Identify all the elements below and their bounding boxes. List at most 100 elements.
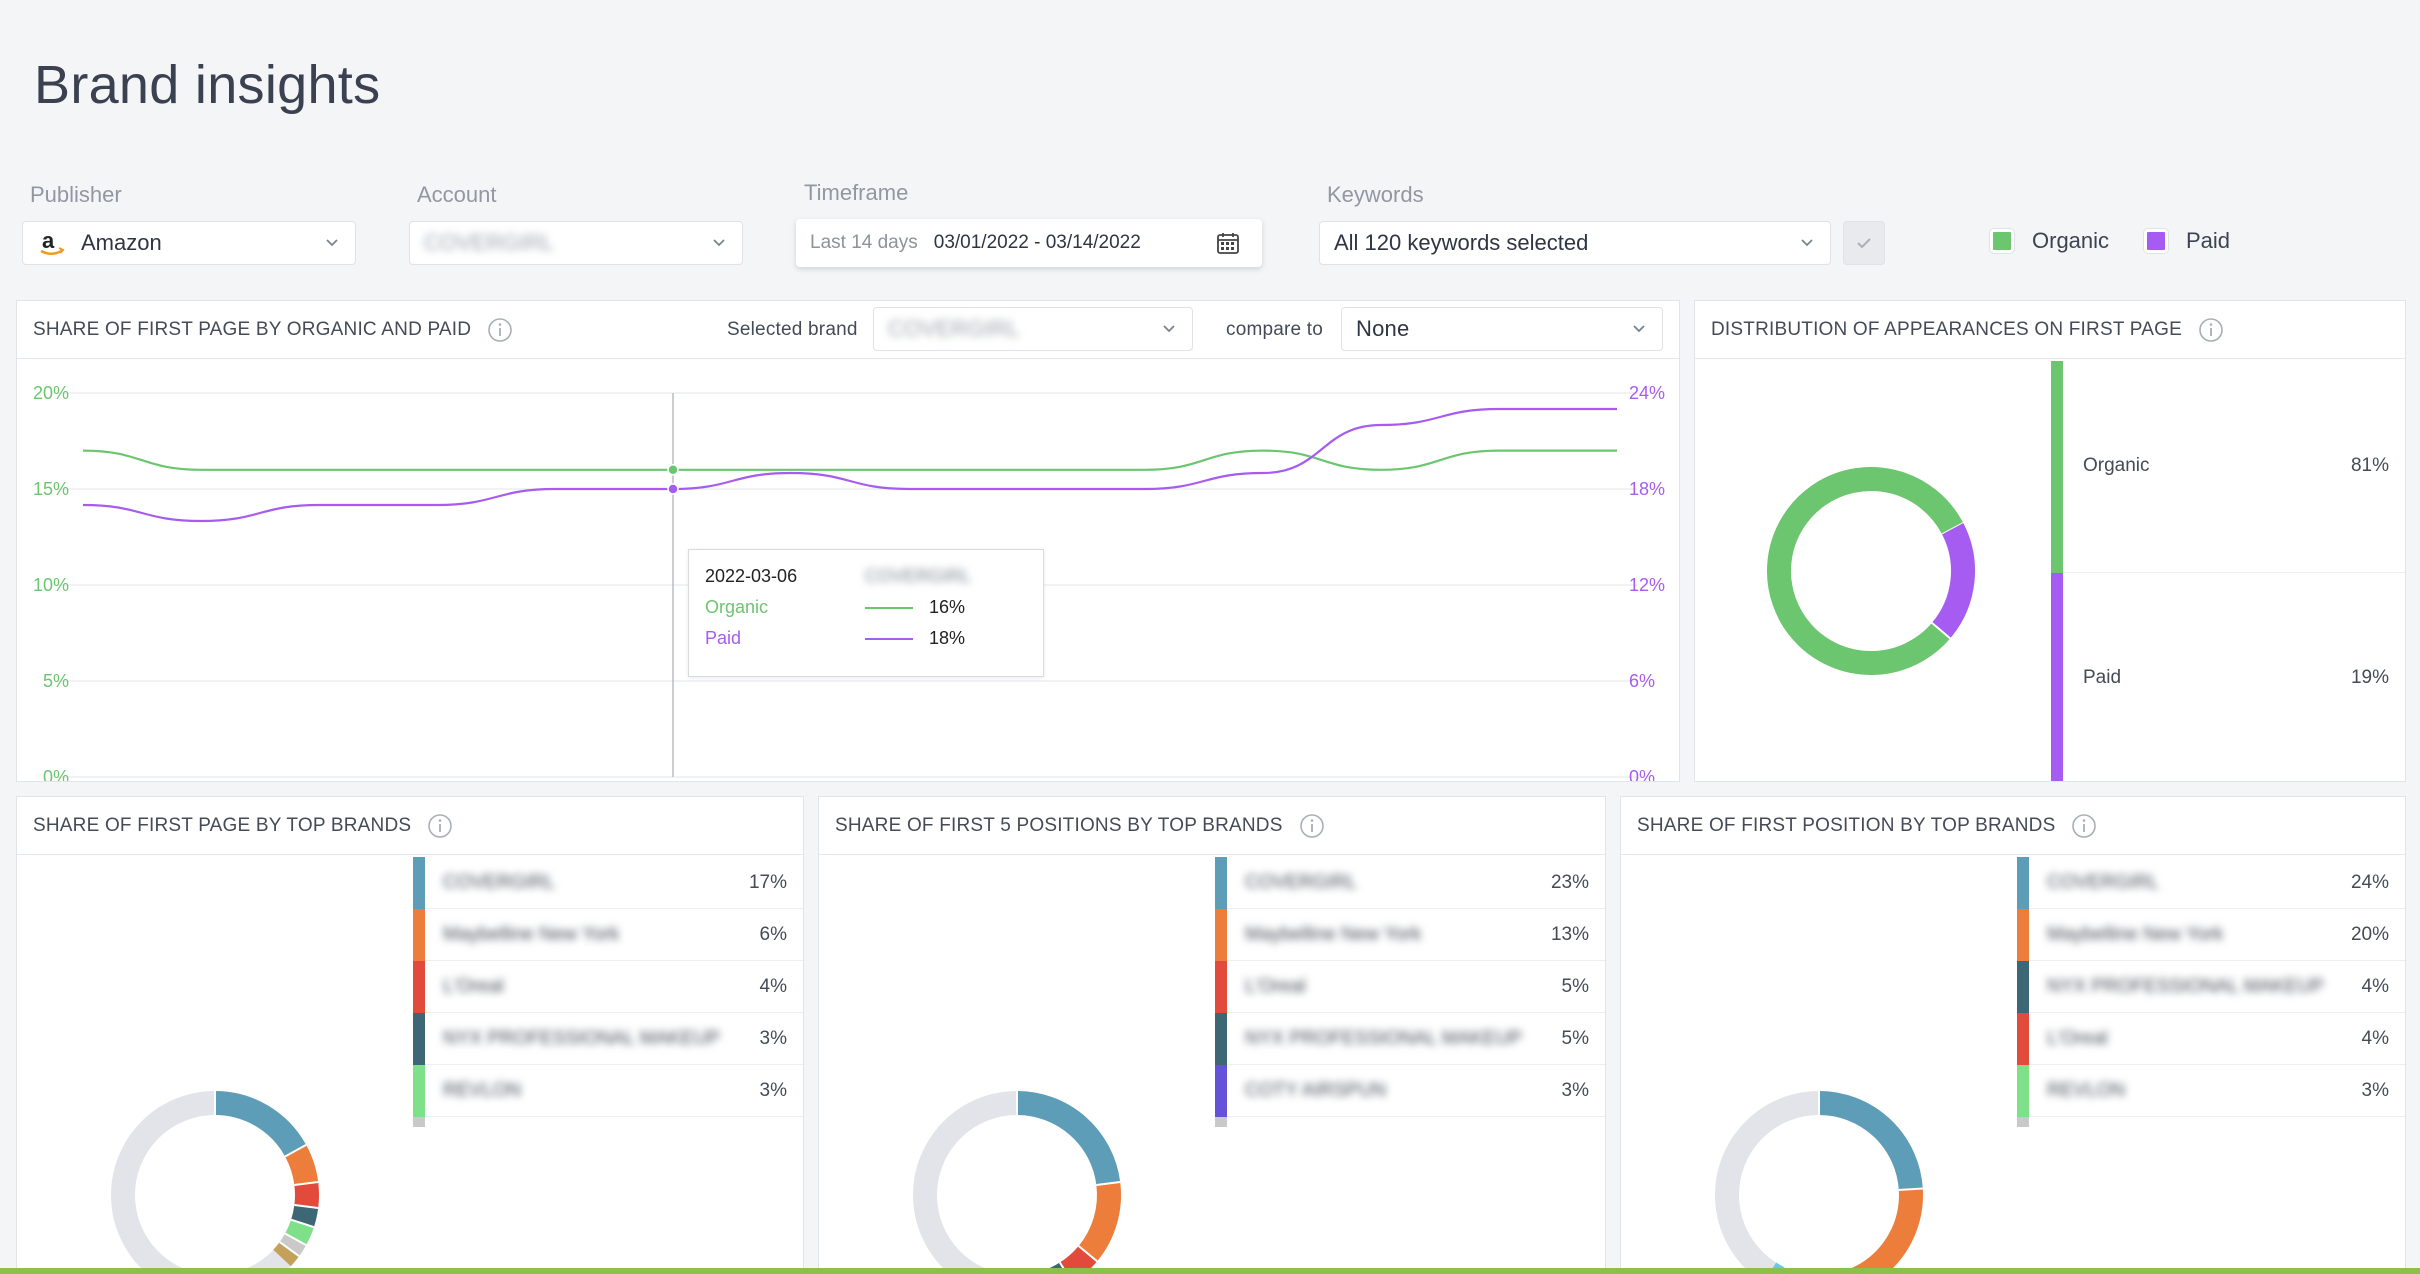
- compare-value: None: [1356, 316, 1410, 341]
- legend-organic-toggle[interactable]: Organic: [1990, 228, 2109, 254]
- brand-list: COVERGIRL 17% Maybelline New York 6% L'Oreal…: [413, 857, 803, 1274]
- donut-separator: [1931, 622, 1951, 640]
- brand-share-value: 5%: [1561, 1028, 1589, 1049]
- list-item[interactable]: COTY AIRSPUN 3%: [1215, 1065, 1605, 1117]
- brand-name: COVERGIRL: [1245, 872, 1357, 893]
- list-item[interactable]: COVERGIRL 23%: [1215, 857, 1605, 909]
- brand-name: L'Oreal: [1245, 976, 1306, 997]
- list-item[interactable]: Maybelline New York 6%: [413, 909, 803, 961]
- right-axis-tick: 0%: [1629, 767, 1655, 781]
- distribution-donut[interactable]: [1695, 361, 2055, 781]
- page-title: Brand insights: [34, 55, 381, 115]
- panel-header: SHARE OF FIRST PAGE BY ORGANIC AND PAID …: [17, 301, 1679, 359]
- donut-separator: [290, 1218, 315, 1229]
- left-axis-tick: 15%: [33, 479, 69, 499]
- brand-color-bar: [1215, 961, 1227, 1013]
- first-position-brands-panel: SHARE OF FIRST POSITION BY TOP BRANDS CO…: [1620, 796, 2406, 1274]
- brand-color-bar: [413, 857, 425, 909]
- donut-segment: [291, 1204, 319, 1228]
- list-item[interactable]: COVERGIRL 17%: [413, 857, 803, 909]
- chevron-down-icon: [326, 239, 338, 247]
- row-value: 81%: [2350, 455, 2389, 476]
- series-line-paid: [82, 407, 1617, 523]
- apply-keywords-button[interactable]: [1843, 221, 1885, 265]
- right-axis-tick: 18%: [1629, 479, 1665, 499]
- panel-header: SHARE OF FIRST PAGE BY TOP BRANDS: [17, 797, 803, 855]
- right-axis-tick: 24%: [1629, 383, 1665, 403]
- paid-swatch: [2144, 229, 2168, 253]
- brand-color-bar: [413, 1013, 425, 1065]
- donut-segment: [1767, 467, 1963, 675]
- list-item[interactable]: Maybelline New York 13%: [1215, 909, 1605, 961]
- chart-tooltip: 2022-03-06 COVERGIRL Organic 16% Paid 18…: [688, 549, 1044, 677]
- calendar-icon[interactable]: [1216, 231, 1240, 255]
- donut-segment: [1016, 1091, 1121, 1186]
- brand-donut[interactable]: [17, 857, 413, 1274]
- chevron-down-icon: [1633, 325, 1645, 333]
- tooltip-organic-line: [865, 607, 913, 609]
- brand-name: L'Oreal: [443, 976, 504, 997]
- brand-name: COVERGIRL: [443, 872, 555, 893]
- right-axis-tick: 12%: [1629, 575, 1665, 595]
- info-icon[interactable]: [2071, 813, 2097, 839]
- brand-color-bar: [413, 909, 425, 961]
- list-item[interactable]: COVERGIRL 24%: [2017, 857, 2405, 909]
- publisher-select[interactable]: a Amazon: [22, 221, 356, 265]
- account-label: Account: [417, 182, 497, 207]
- list-item[interactable]: NYX PROFESSIONAL MAKEUP 3%: [413, 1013, 803, 1065]
- donut-separator: [294, 1180, 319, 1186]
- info-icon[interactable]: [1299, 813, 1325, 839]
- brand-share-value: 24%: [2350, 872, 2389, 893]
- brand-donut[interactable]: [819, 857, 1215, 1274]
- brand-share-value: 3%: [2361, 1080, 2389, 1101]
- list-item[interactable]: L'Oreal 4%: [413, 961, 803, 1013]
- tooltip-organic-value: 16%: [929, 597, 966, 617]
- brand-share-value: 3%: [1561, 1080, 1589, 1101]
- brand-color-bar: [2017, 909, 2029, 961]
- tooltip-paid-value: 18%: [929, 628, 966, 648]
- selected-brand-select[interactable]: COVERGIRL: [873, 307, 1193, 351]
- brand-share-value: 6%: [759, 924, 787, 945]
- list-item[interactable]: L'Oreal 5%: [1215, 961, 1605, 1013]
- brand-color-bar: [2017, 857, 2029, 909]
- brand-list: COVERGIRL 23% Maybelline New York 13% L'Orea…: [1215, 857, 1605, 1274]
- brand-name: NYX PROFESSIONAL MAKEUP: [1245, 1028, 1522, 1049]
- brand-color-bar: [413, 961, 425, 1013]
- organic-bar: [2051, 361, 2063, 573]
- donut-segment: [1818, 1091, 1923, 1191]
- organic-swatch: [1990, 229, 2014, 253]
- donut-separator: [1096, 1180, 1121, 1186]
- brand-share-value: 4%: [2361, 1028, 2389, 1049]
- list-item[interactable]: L'Oreal 4%: [2017, 1013, 2405, 1065]
- brand-share-value: 3%: [759, 1028, 787, 1049]
- list-item[interactable]: REVLON 3%: [413, 1065, 803, 1117]
- info-icon[interactable]: [2198, 317, 2224, 343]
- brand-donut[interactable]: [1621, 857, 2017, 1274]
- legend-paid-toggle[interactable]: Paid: [2144, 228, 2230, 254]
- compare-select[interactable]: None: [1341, 307, 1663, 351]
- tooltip-date: 2022-03-06: [705, 566, 798, 586]
- donut-segment: [273, 1241, 300, 1267]
- brand-share-value: 4%: [2361, 976, 2389, 997]
- series-point-organic: [667, 464, 679, 476]
- tooltip-paid-label: Paid: [705, 628, 742, 648]
- brand-list: COVERGIRL 24% Maybelline New York 20% NYX PR…: [2017, 857, 2405, 1274]
- panel-header: SHARE OF FIRST 5 POSITIONS BY TOP BRANDS: [819, 797, 1605, 855]
- info-icon[interactable]: [427, 813, 453, 839]
- list-item[interactable]: Paid 19%: [2051, 573, 2405, 781]
- account-select[interactable]: COVERGIRL: [409, 221, 743, 265]
- list-item[interactable]: NYX PROFESSIONAL MAKEUP 5%: [1215, 1013, 1605, 1065]
- row-value: 19%: [2350, 667, 2389, 688]
- left-axis-tick: 10%: [33, 575, 69, 595]
- donut-separator: [1078, 1245, 1098, 1263]
- list-item[interactable]: Organic 81%: [2051, 361, 2405, 573]
- donut-separator: [1898, 1187, 1923, 1191]
- list-item[interactable]: REVLON 3%: [2017, 1065, 2405, 1117]
- info-icon[interactable]: [487, 317, 513, 343]
- publisher-value: Amazon: [81, 230, 162, 255]
- list-item[interactable]: Maybelline New York 20%: [2017, 909, 2405, 961]
- keywords-select[interactable]: All 120 keywords selected: [1319, 221, 1831, 265]
- organic-paid-line-panel: SHARE OF FIRST PAGE BY ORGANIC AND PAID …: [16, 300, 1680, 782]
- timeframe-picker[interactable]: Last 14 days 03/01/2022 - 03/14/2022: [796, 219, 1262, 267]
- list-item[interactable]: NYX PROFESSIONAL MAKEUP 4%: [2017, 961, 2405, 1013]
